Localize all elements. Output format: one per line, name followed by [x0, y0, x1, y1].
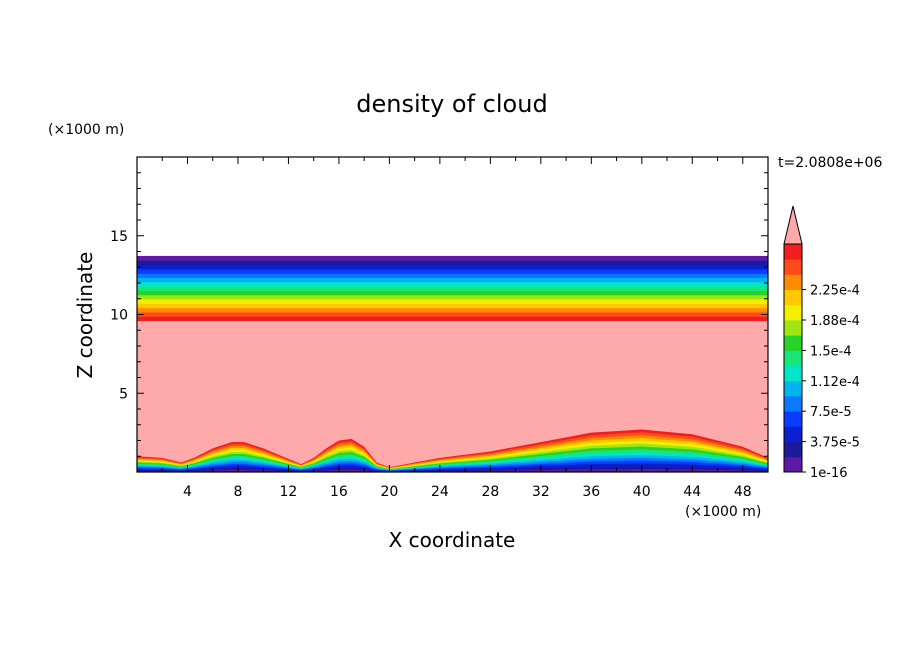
x-tick-label: 4 — [183, 484, 192, 500]
colorbar-segment — [784, 244, 802, 260]
colorbar-segment — [784, 456, 802, 473]
colorbar-segment — [784, 396, 802, 412]
cloud-layer-band — [137, 268, 768, 274]
cloud-layer-band — [137, 290, 768, 296]
cloud-layer-band — [137, 311, 768, 317]
cloud-layer-band — [137, 303, 768, 309]
colorbar-label: 3.75e-5 — [810, 436, 860, 451]
colorbar-label: 7.5e-5 — [810, 405, 852, 420]
cloud-layer-band — [137, 294, 768, 300]
y-axis-label: Z coordinate — [73, 252, 97, 379]
x-tick-label: 32 — [532, 484, 550, 500]
cloud-layer-band — [137, 316, 768, 322]
colorbar-label: 2.25e-4 — [810, 284, 860, 299]
colorbar-label: 1.12e-4 — [810, 375, 860, 390]
x-axis: 4 8 12 16 20 24 28 32 36 40 44 48 — [161, 157, 752, 500]
x-tick-label: 40 — [633, 484, 651, 500]
cloud-layer-band — [137, 281, 768, 287]
colorbar-segment — [784, 411, 802, 427]
colorbar-label: 1e-16 — [810, 466, 848, 481]
y-axis: 5 10 15 — [110, 172, 768, 457]
x-unit-label: (×1000 m) — [685, 504, 761, 520]
cloud-layer-band — [137, 286, 768, 291]
x-tick-label: 8 — [233, 484, 242, 500]
x-tick-label: 20 — [380, 484, 398, 500]
colorbar-segment — [784, 289, 802, 306]
colorbar-segment — [784, 259, 802, 275]
y-tick-label: 10 — [110, 308, 128, 324]
colorbar-segment — [784, 335, 802, 351]
cloud-layer-band — [137, 255, 768, 261]
surface-cloud-band — [137, 469, 768, 472]
x-axis-label: X coordinate — [389, 528, 516, 552]
time-label: t=2.0808e+06 — [778, 155, 882, 171]
colorbar-segment — [784, 320, 802, 336]
colorbar-segment — [784, 365, 802, 382]
colorbar-segment — [784, 274, 802, 290]
plot-area — [137, 255, 768, 472]
colorbar-label: 1.88e-4 — [810, 314, 860, 329]
x-tick-label: 44 — [683, 484, 701, 500]
colorbar-segment — [784, 441, 802, 458]
colorbar-extend-arrow — [783, 205, 803, 245]
cloud-layer-band — [137, 298, 768, 304]
cloud-layer-band — [137, 307, 768, 313]
colorbar: 1e-16 3.75e-5 7.5e-5 1.12e-4 1.5e-4 1.88e-4 2.… — [783, 205, 860, 481]
x-tick-label: 28 — [481, 484, 499, 500]
x-tick-label: 16 — [330, 484, 348, 500]
cloud-layer-band — [137, 260, 768, 266]
x-tick-label: 36 — [582, 484, 600, 500]
cloud-layer-band — [137, 264, 768, 270]
x-tick-label: 48 — [734, 484, 752, 500]
y-unit-label: (×1000 m) — [48, 122, 124, 138]
colorbar-segment — [784, 380, 802, 397]
x-tick-label: 12 — [280, 484, 298, 500]
y-tick-label: 15 — [110, 229, 128, 245]
x-tick-label: 24 — [431, 484, 449, 500]
y-tick-label: 5 — [119, 386, 128, 402]
chart-title: density of cloud — [356, 90, 547, 118]
cloud-layer-band — [137, 277, 768, 283]
colorbar-label: 1.5e-4 — [810, 344, 852, 359]
cloud-layer-band — [137, 273, 768, 279]
colorbar-segment — [784, 350, 802, 366]
colorbar-segment — [784, 304, 802, 321]
colorbar-segment — [784, 426, 802, 442]
